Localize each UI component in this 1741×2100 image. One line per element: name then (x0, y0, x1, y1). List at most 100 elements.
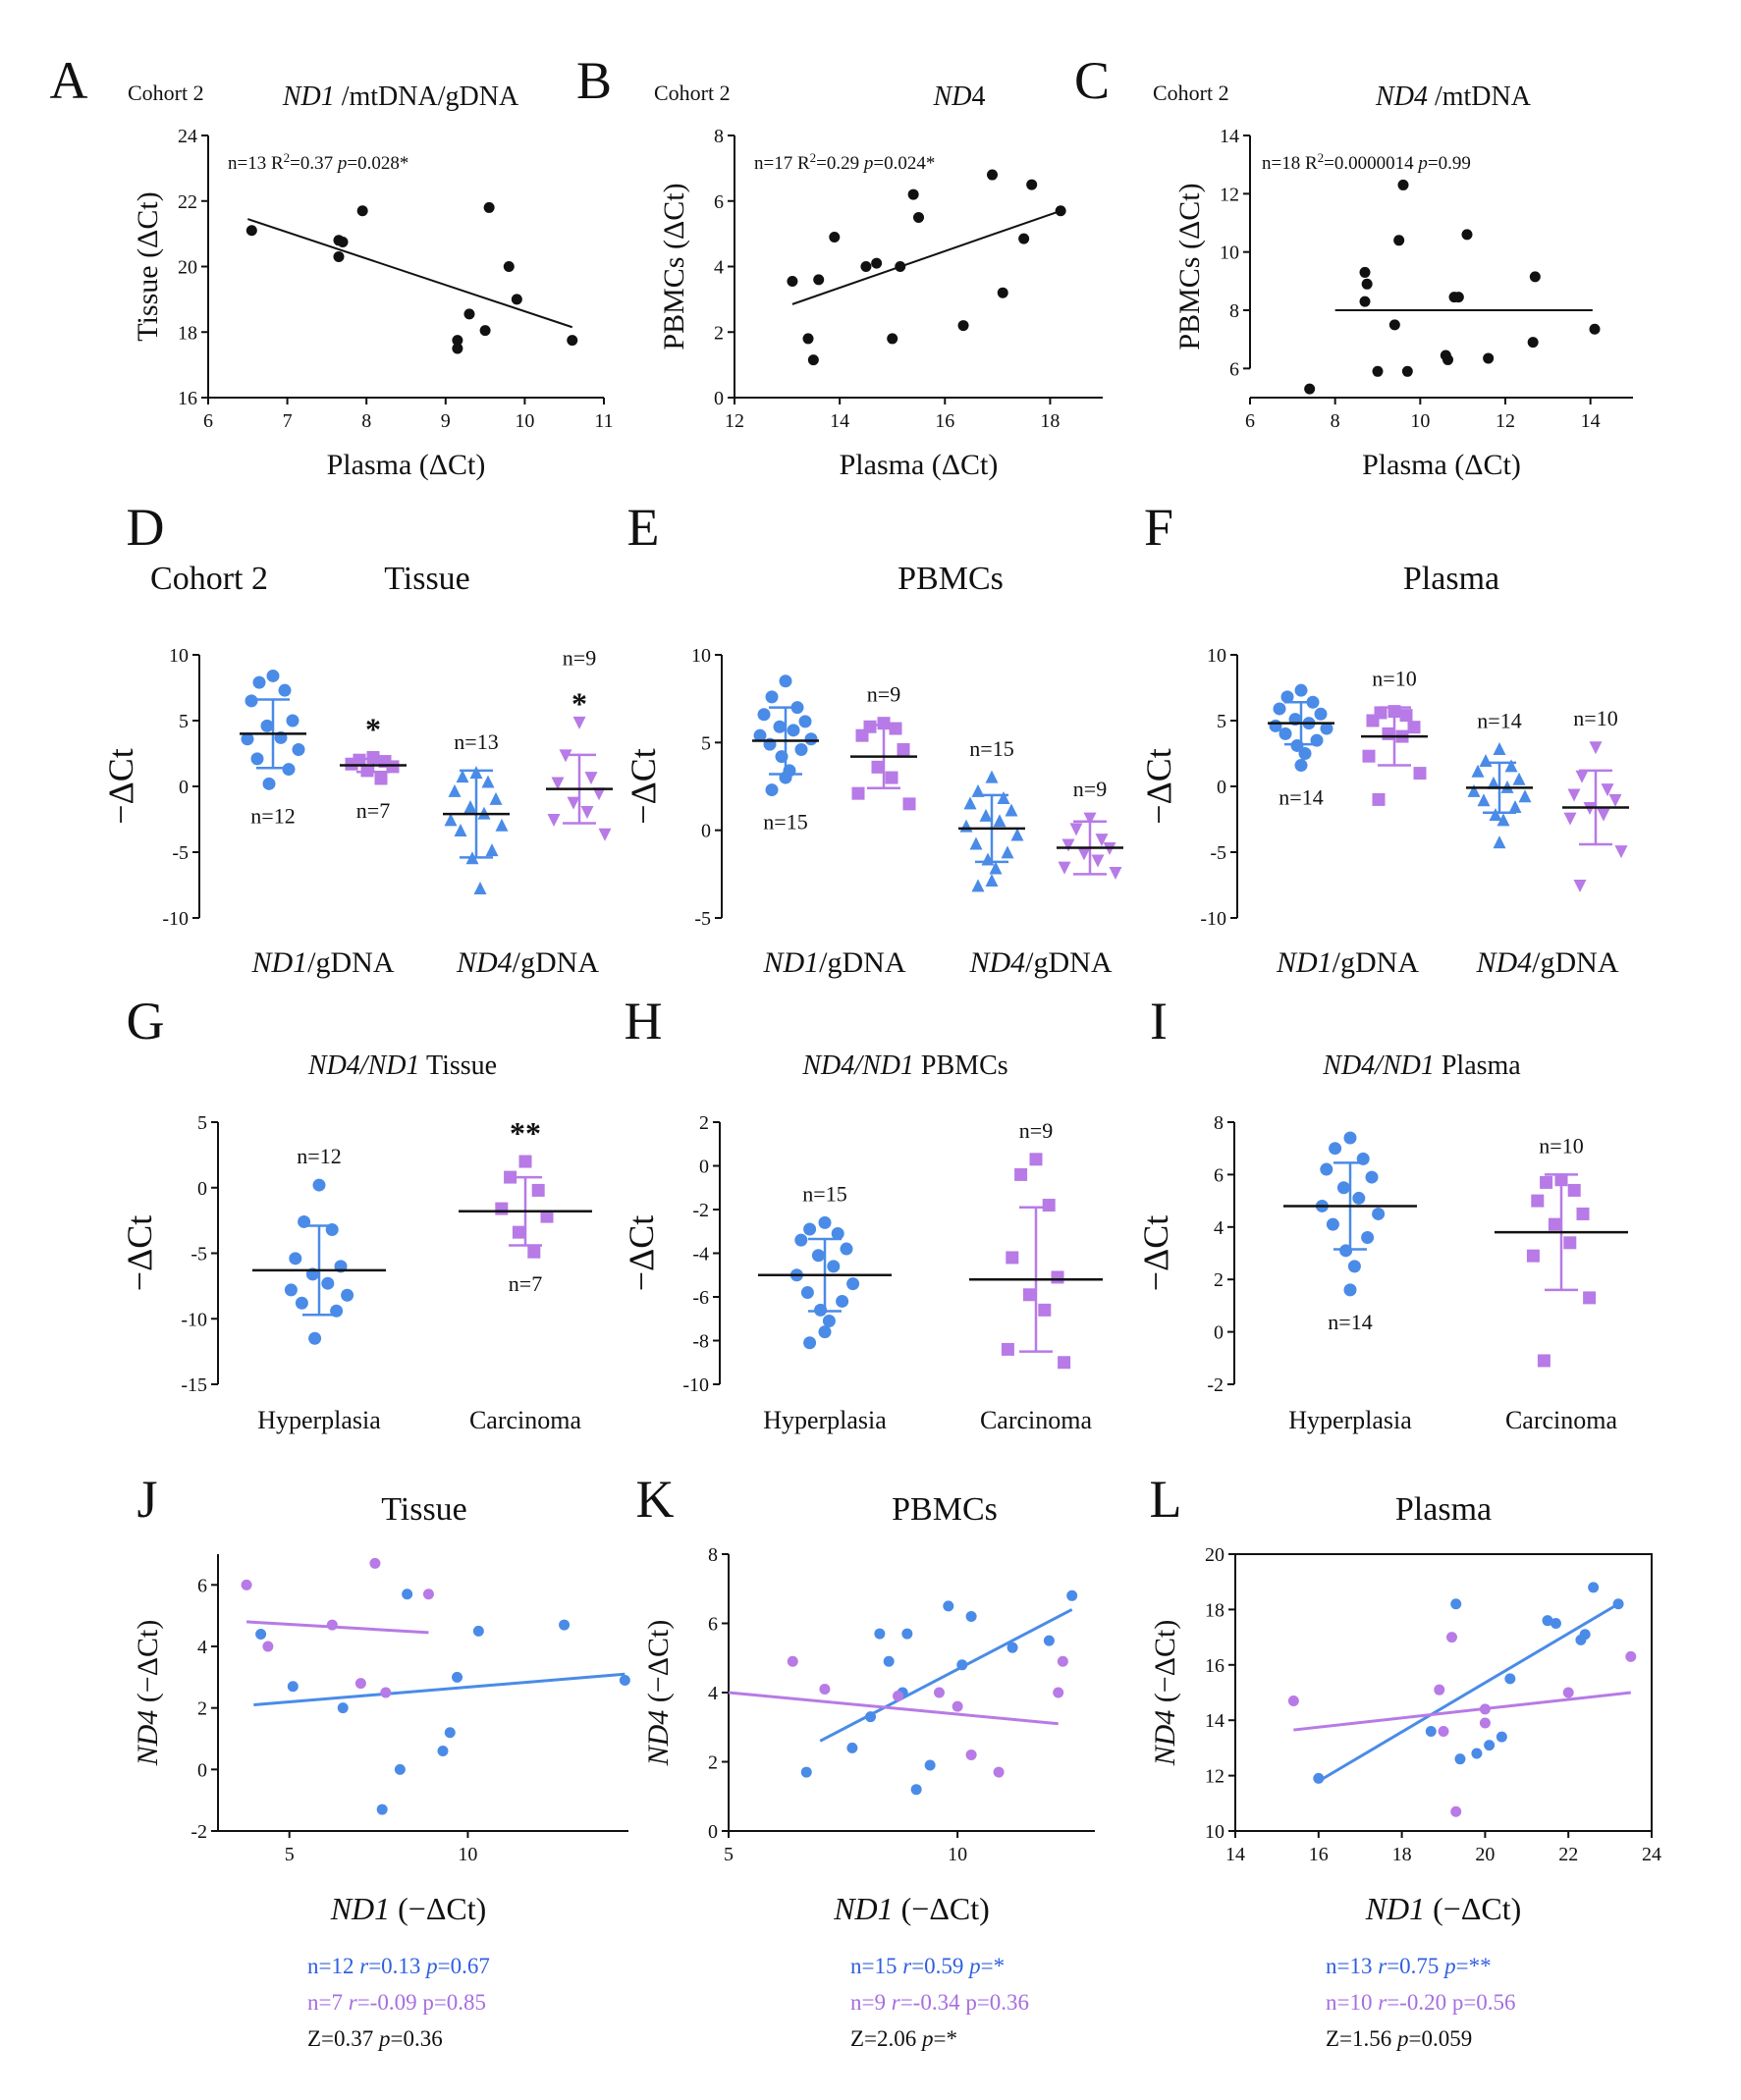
panel-letter-H: H (625, 992, 663, 1050)
data-point (456, 770, 469, 783)
data-point (887, 333, 898, 345)
data-point (511, 294, 522, 305)
data-point (1273, 702, 1286, 716)
x-tick-label: 5 (724, 1844, 734, 1865)
data-point (1352, 1191, 1366, 1205)
data-point (1531, 1194, 1545, 1208)
group-label: ND4/gDNA (968, 946, 1112, 979)
data-point (1471, 1748, 1483, 1759)
fit-line (1318, 1602, 1619, 1783)
data-point (1005, 803, 1018, 817)
x-tick-label: 10 (515, 410, 534, 432)
data-point (979, 808, 993, 822)
data-point (278, 683, 292, 697)
data-point (481, 775, 495, 788)
n-label: n=9 (1073, 777, 1107, 801)
y-tick-label: 4 (197, 1637, 207, 1658)
data-point (1061, 838, 1075, 852)
data-point (1454, 1753, 1466, 1765)
data-point (1512, 772, 1526, 785)
data-point (255, 1628, 267, 1640)
panel-letter-I: I (1150, 992, 1168, 1050)
data-point (262, 777, 276, 790)
data-point (1026, 179, 1038, 190)
y-axis-label: ND4 (−ΔCt) (1149, 1620, 1181, 1767)
data-point (1508, 799, 1522, 813)
x-tick-label: 24 (1642, 1844, 1661, 1865)
data-point (902, 797, 916, 811)
y-tick-label: -10 (682, 1374, 709, 1396)
data-point (402, 1588, 413, 1600)
data-point (394, 1763, 406, 1775)
data-point (798, 715, 812, 728)
data-point (1329, 1142, 1342, 1156)
data-point (1529, 271, 1541, 283)
n-label: n=10 (1539, 1133, 1583, 1158)
fit-line (245, 1620, 429, 1635)
data-point (518, 1155, 532, 1168)
stats-line-black: Z=1.56 p=0.059 (1326, 2026, 1472, 2051)
y-tick-label: 5 (701, 732, 711, 754)
data-point (1298, 747, 1312, 760)
data-point (580, 805, 594, 819)
data-point (1487, 776, 1500, 789)
data-point (993, 1766, 1005, 1778)
data-point (1356, 1152, 1370, 1165)
data-point (1576, 1207, 1590, 1220)
y-axis-label: −ΔCt (624, 748, 663, 824)
stats-text: n=13 R2=0.37 p=0.028* (228, 150, 408, 175)
data-point (1294, 683, 1308, 697)
group-label: ND1/gDNA (1276, 946, 1419, 979)
panel-letter-G: G (127, 992, 165, 1050)
group-1: n=10 (1361, 667, 1428, 806)
data-point (592, 787, 606, 801)
n-label: n=15 (969, 736, 1013, 761)
data-point (775, 750, 789, 764)
series-hyper (1313, 1582, 1624, 1784)
data-point (567, 335, 578, 347)
data-point (1001, 845, 1014, 859)
data-point (369, 1557, 381, 1569)
data-point (1109, 867, 1122, 881)
stats-line-carc: n=7 r=-0.09 p=0.85 (307, 1990, 486, 2015)
y-tick-label: 5 (179, 711, 189, 732)
data-point (531, 1183, 545, 1197)
x-tick-label: 10 (1410, 410, 1430, 432)
data-point (1397, 179, 1409, 190)
data-point (444, 1727, 456, 1739)
x-tick-label: 12 (1496, 410, 1515, 432)
data-point (1310, 733, 1324, 747)
y-axis-label: Tissue (ΔCt) (132, 191, 164, 341)
data-point (512, 1225, 525, 1239)
data-point (1343, 1283, 1357, 1297)
data-point (971, 879, 985, 892)
y-tick-label: -2 (190, 1821, 207, 1843)
data-point (1399, 709, 1413, 723)
data-point (814, 1303, 828, 1317)
data-point (463, 799, 477, 813)
y-tick-label: -5 (1210, 842, 1226, 864)
chart-G: -15 -10 -5 0 5 ND4/ND1 Tissue −ΔCt Hyperplasia C… (120, 1050, 592, 1434)
group-2: n=14 (1466, 708, 1533, 849)
panel-letter-K: K (636, 1470, 675, 1529)
fit-line (728, 1691, 1059, 1726)
y-axis-label: −ΔCt (120, 1215, 159, 1291)
data-point (1006, 1251, 1019, 1265)
group-label: Hyperplasia (1288, 1406, 1412, 1434)
data-point (1575, 770, 1589, 783)
data-point (1493, 835, 1506, 849)
data-point (1361, 1230, 1375, 1244)
data-point (1496, 1731, 1507, 1743)
data-point (787, 1655, 798, 1667)
data-point (883, 1655, 895, 1667)
cohort-label: Cohort 2 (128, 81, 204, 105)
data-point (1484, 1740, 1496, 1751)
series-hyper (800, 1589, 1078, 1796)
data-point (284, 1283, 298, 1297)
data-point (503, 261, 515, 272)
data-point (1504, 759, 1518, 773)
data-point (1450, 1598, 1462, 1610)
data-point (1562, 1687, 1574, 1698)
data-point (997, 791, 1010, 805)
data-point (1471, 764, 1485, 778)
